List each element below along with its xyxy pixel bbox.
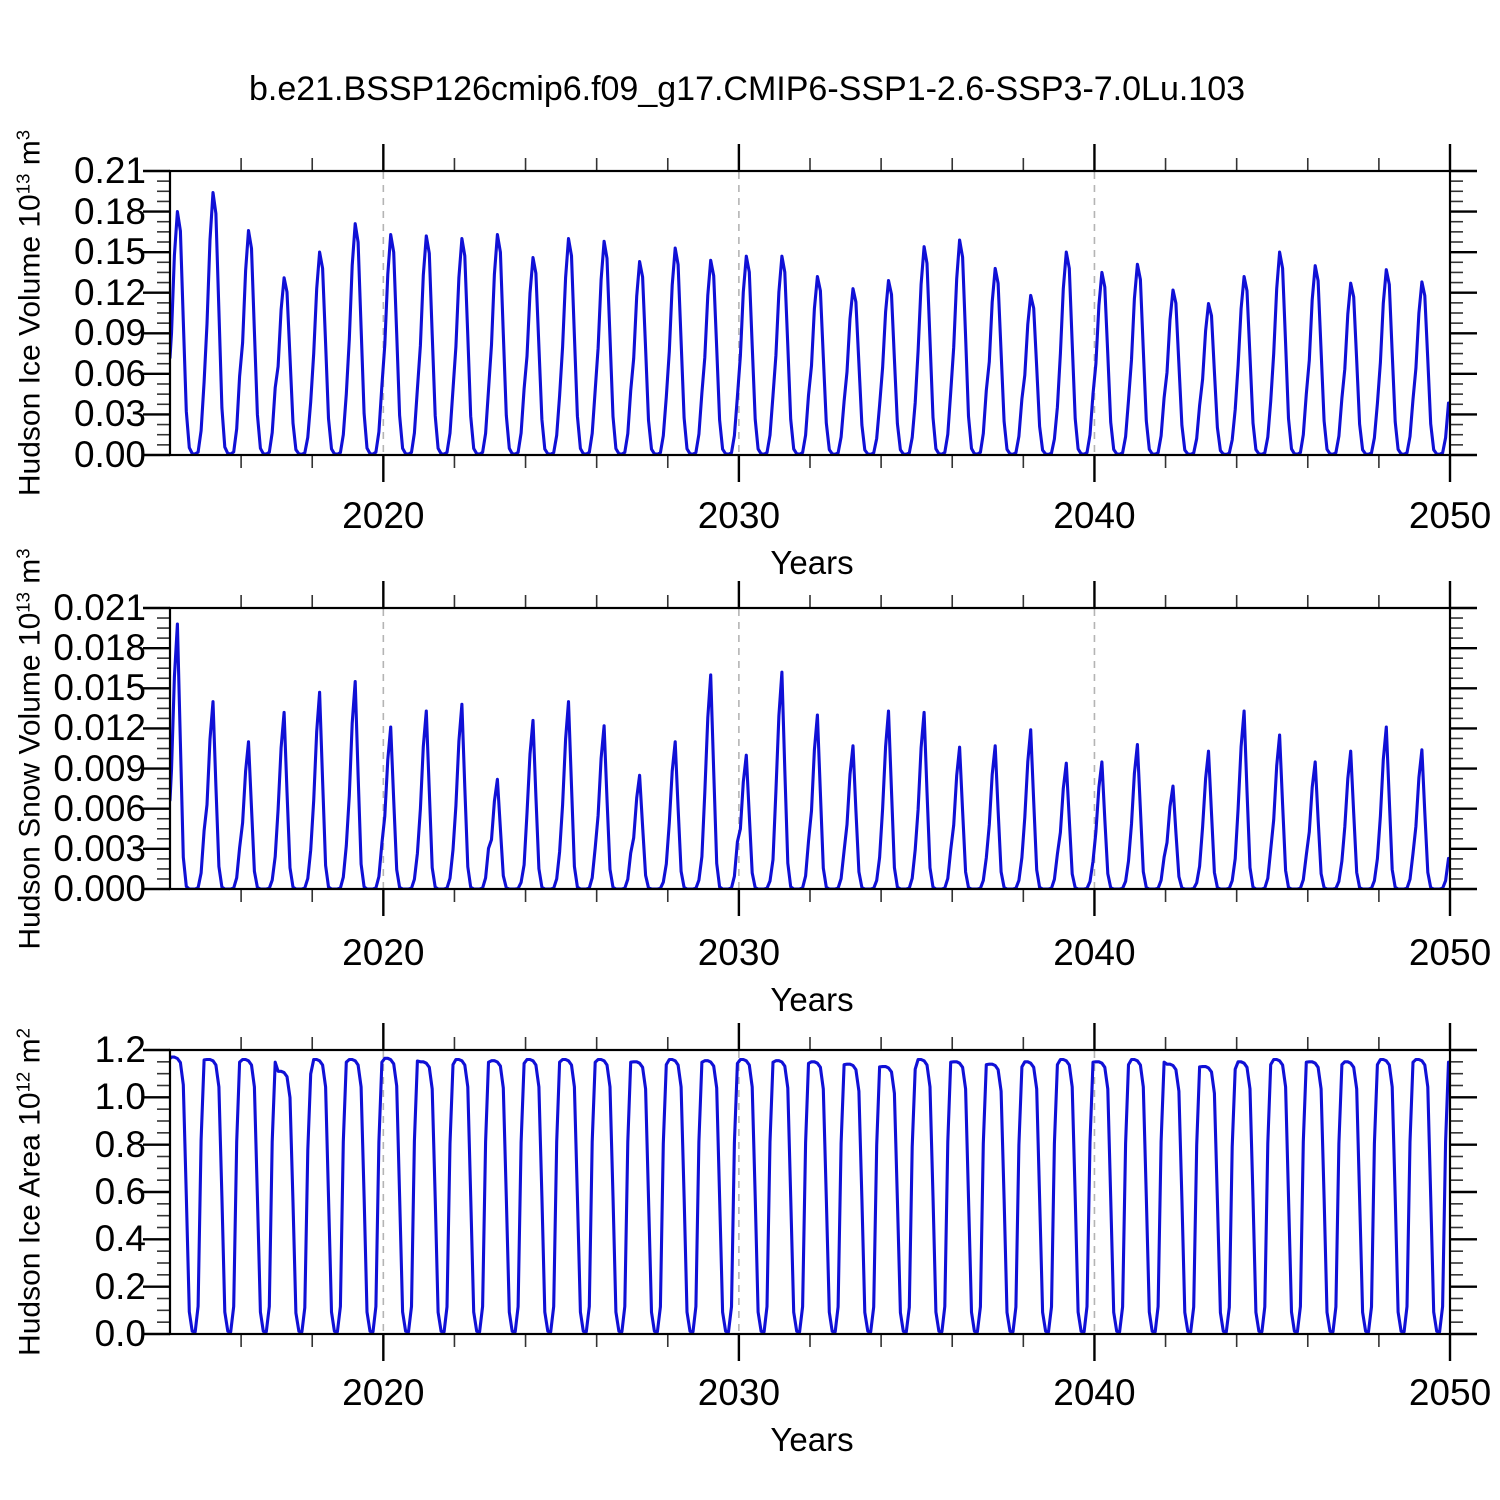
y-tick-label: 0.018 bbox=[53, 627, 146, 669]
x-axis-title: Years bbox=[770, 981, 854, 1018]
y-tick-label: 0.21 bbox=[73, 150, 146, 191]
y-tick-label: 1.2 bbox=[94, 1029, 146, 1070]
superscript: 13 bbox=[12, 591, 34, 613]
y-axis-title-text: m bbox=[13, 140, 47, 174]
y-axis-title: Hudson Ice Area 1012 m2 bbox=[8, 1028, 47, 1356]
y-tick-label: 0.00 bbox=[73, 434, 146, 475]
superscript: 3 bbox=[12, 547, 34, 559]
snow-volume-curve bbox=[170, 622, 1450, 889]
y-tick-label: 1.0 bbox=[94, 1076, 146, 1118]
x-tick-label: 2030 bbox=[697, 495, 781, 536]
panel-ice-volume bbox=[143, 144, 1477, 482]
y-axis-title-text: m bbox=[13, 1038, 47, 1072]
y-tick-label: 0.000 bbox=[53, 868, 146, 909]
y-tick-label: 0.015 bbox=[53, 667, 146, 709]
superscript: 3 bbox=[12, 129, 34, 141]
x-tick-label: 2040 bbox=[1053, 932, 1136, 973]
x-tick-label: 2030 bbox=[697, 1372, 781, 1413]
superscript: 13 bbox=[12, 173, 34, 195]
chart-title: b.e21.BSSP126cmip6.f09_g17.CMIP6-SSP1-2.… bbox=[248, 70, 1246, 108]
x-tick-label: 2020 bbox=[342, 495, 425, 536]
y-tick-label: 0.006 bbox=[53, 787, 146, 829]
panel-frame bbox=[168, 606, 1452, 891]
x-tick-label: 2020 bbox=[342, 1372, 425, 1413]
y-axis-title: Hudson Ice Volume 1013 m3 bbox=[8, 129, 47, 497]
y-tick-label: 0.0 bbox=[94, 1313, 146, 1354]
x-tick-label: 2040 bbox=[1053, 495, 1136, 536]
x-tick-label: 2050 bbox=[1408, 1372, 1492, 1413]
ice-volume-curve bbox=[170, 191, 1450, 455]
y-tick-label: 0.09 bbox=[73, 312, 146, 354]
y-tick-label: 0.021 bbox=[53, 587, 146, 628]
x-tick-label: 2030 bbox=[697, 932, 781, 973]
y-tick-label: 0.15 bbox=[73, 231, 146, 273]
y-tick-label: 0.06 bbox=[73, 352, 146, 394]
panel-frame bbox=[168, 1048, 1452, 1336]
y-tick-label: 0.4 bbox=[94, 1218, 146, 1260]
superscript: 12 bbox=[12, 1071, 34, 1093]
y-axis-title: Hudson Snow Volume 1013 m3 bbox=[8, 547, 47, 950]
x-axis-title: Years bbox=[770, 544, 854, 581]
ice-area-curve bbox=[170, 1055, 1450, 1334]
panel-ice-area bbox=[143, 1023, 1477, 1361]
y-tick-label: 0.012 bbox=[53, 707, 146, 749]
y-axis-title-text: Hudson Ice Area 10 bbox=[13, 1092, 47, 1356]
x-tick-label: 2020 bbox=[342, 932, 425, 973]
y-axis-title-text: Hudson Ice Volume 10 bbox=[13, 194, 47, 497]
y-axis-title-text: Hudson Snow Volume 10 bbox=[13, 612, 47, 950]
x-axis-title: Years bbox=[770, 1421, 854, 1458]
superscript: 2 bbox=[12, 1028, 34, 1039]
x-tick-label: 2040 bbox=[1053, 1372, 1136, 1413]
y-tick-label: 0.8 bbox=[94, 1123, 146, 1165]
y-axis-title-text: m bbox=[13, 558, 47, 592]
y-tick-label: 0.003 bbox=[53, 827, 146, 869]
y-tick-label: 0.18 bbox=[73, 190, 146, 232]
y-tick-label: 0.03 bbox=[73, 393, 146, 435]
y-tick-label: 0.009 bbox=[53, 747, 146, 789]
panel-snow-volume bbox=[143, 581, 1477, 916]
y-tick-label: 0.12 bbox=[73, 271, 146, 313]
panel-frame bbox=[168, 169, 1452, 457]
y-tick-label: 0.6 bbox=[94, 1171, 146, 1212]
x-tick-label: 2050 bbox=[1408, 932, 1492, 973]
y-tick-label: 0.2 bbox=[94, 1265, 146, 1307]
x-tick-label: 2050 bbox=[1408, 495, 1492, 536]
